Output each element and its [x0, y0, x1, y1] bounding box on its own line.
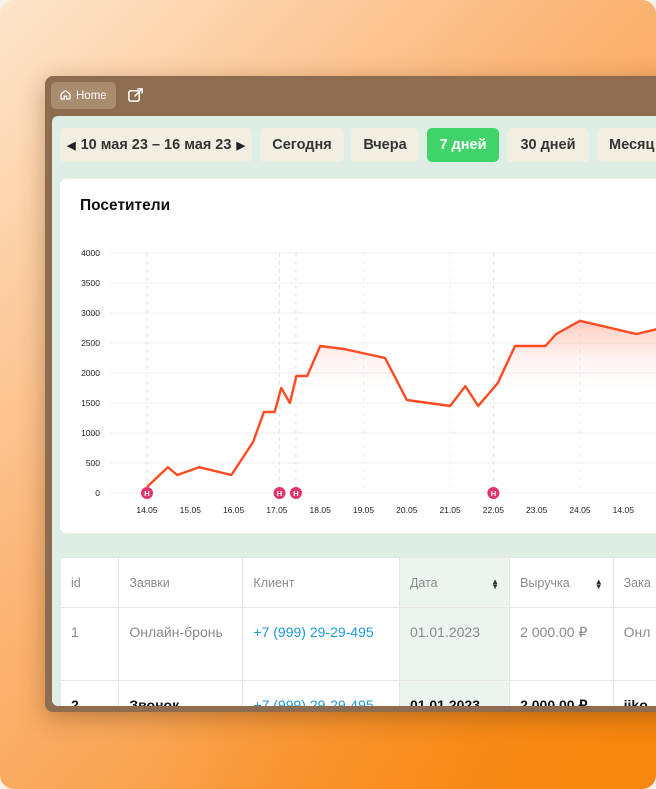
column-header-revenue-label: Выручка — [520, 575, 570, 590]
chart-title: Посетители — [80, 197, 171, 214]
cell-request: Звонок — [118, 680, 244, 706]
x-tick-label: 20.05 — [396, 505, 418, 515]
cell-date: 01.01.2023 — [398, 607, 511, 681]
x-tick-label: 22.05 — [483, 505, 505, 515]
holiday-marker-label: Н — [491, 489, 496, 498]
holiday-marker — [289, 487, 302, 499]
table-row[interactable]: 1 Онлайн-бронь +7 (999) 29-29-495 01.01.… — [60, 607, 656, 681]
column-header-orders[interactable]: Зака — [612, 557, 656, 608]
orders-table: id Заявки Клиент Дата ▲ ▼ Выручка ▲ ▼ Зака — [60, 557, 656, 706]
home-tab-label: Home — [76, 89, 107, 102]
cell-revenue: 2 000.00 ₽ — [509, 607, 614, 681]
date-range-picker[interactable]: ◀ 10 мая 23 – 16 мая 23 ▶ — [60, 128, 252, 162]
x-tick-label: 19.05 — [353, 505, 375, 515]
window-titlebar: Home — [45, 76, 656, 116]
sort-icon[interactable]: ▲ ▼ — [491, 576, 500, 591]
cell-revenue: 2 000.00 ₽ — [509, 680, 614, 706]
cell-client-phone[interactable]: +7 (999) 29-29-495 — [242, 607, 400, 681]
cell-client-phone[interactable]: +7 (999) 29-29-495 — [242, 680, 400, 706]
y-tick-label: 1500 — [81, 398, 100, 408]
y-tick-label: 4000 — [81, 248, 100, 258]
x-tick-label: 16.05 — [223, 505, 245, 515]
holiday-marker-label: Н — [293, 489, 298, 498]
preset-yesterday-button[interactable]: Вчера — [351, 128, 419, 162]
main-content: ◀ 10 мая 23 – 16 мая 23 ▶ Сегодня Вчера … — [52, 116, 656, 706]
y-tick-label: 2500 — [81, 338, 100, 348]
holiday-marker-label: Н — [277, 489, 282, 498]
y-tick-label: 3000 — [81, 308, 100, 318]
holiday-marker-label: Н — [144, 489, 149, 498]
column-header-id[interactable]: id — [60, 557, 120, 608]
cell-request: Онлайн-бронь — [118, 607, 244, 681]
home-icon — [59, 88, 72, 104]
column-header-date-label: Дата — [409, 575, 438, 590]
preset-30-days-button[interactable]: 30 дней — [507, 128, 589, 162]
cell-id: 1 — [60, 607, 120, 681]
holiday-marker — [273, 487, 286, 499]
visitors-chart: 0 500 1000 1500 2000 2500 3000 3500 4000 14.05 15.… — [81, 248, 656, 515]
table-header-row: id Заявки Клиент Дата ▲ ▼ Выручка ▲ ▼ Зака — [60, 557, 656, 608]
visitors-chart-card: Посетители 0 500 1000 1500 2000 2500 3000 3500 4… — [60, 179, 656, 533]
column-header-date[interactable]: Дата ▲ ▼ — [398, 557, 511, 608]
x-tick-label: 23.05 — [526, 505, 548, 515]
preset-7-days-button[interactable]: 7 дней — [427, 128, 499, 162]
orders-table-container: id Заявки Клиент Дата ▲ ▼ Выручка ▲ ▼ Зака — [60, 557, 656, 706]
app-window: Home ◀ 10 мая 23 – 16 мая 23 ▶ Сегодня В… — [45, 76, 656, 712]
x-tick-label: 14.05 — [613, 505, 635, 515]
table-row[interactable]: 2 Звонок +7 (999) 29-29-495 01.01.2023 2… — [60, 680, 656, 706]
cell-id: 2 — [60, 680, 120, 706]
open-external-icon[interactable] — [127, 87, 144, 104]
x-tick-label: 15.05 — [180, 505, 202, 515]
visitors-line — [146, 319, 656, 488]
x-tick-label: 21.05 — [439, 505, 461, 515]
column-header-revenue[interactable]: Выручка ▲ ▼ — [509, 557, 614, 608]
sort-icon[interactable]: ▲ ▼ — [594, 576, 603, 591]
cell-date: 01.01.2023 — [398, 680, 511, 706]
holiday-marker — [141, 487, 153, 499]
cell-orders: iiko — [612, 680, 656, 706]
y-tick-label: 2000 — [81, 368, 100, 378]
x-tick-label: 18.05 — [310, 505, 332, 515]
prev-arrow-icon[interactable]: ◀ — [67, 139, 76, 152]
home-tab[interactable]: Home — [51, 82, 116, 109]
column-header-requests[interactable]: Заявки — [118, 557, 244, 608]
date-range-label: 10 мая 23 – 16 мая 23 — [80, 137, 232, 153]
x-tick-label: 17.05 — [266, 505, 288, 515]
visitors-area — [147, 320, 656, 493]
next-arrow-icon[interactable]: ▶ — [236, 139, 245, 152]
cell-orders: Онл — [612, 607, 656, 681]
y-tick-label: 0 — [95, 488, 100, 498]
preset-month-button[interactable]: Месяц — [597, 128, 656, 162]
x-tick-label: 24.05 — [569, 505, 591, 515]
x-tick-label: 14.05 — [136, 505, 158, 515]
y-tick-label: 1000 — [81, 428, 100, 438]
column-header-client[interactable]: Клиент — [242, 557, 400, 608]
y-tick-label: 3500 — [81, 278, 100, 288]
holiday-marker — [487, 487, 500, 499]
preset-today-button[interactable]: Сегодня — [260, 128, 344, 162]
y-tick-label: 500 — [86, 458, 100, 468]
